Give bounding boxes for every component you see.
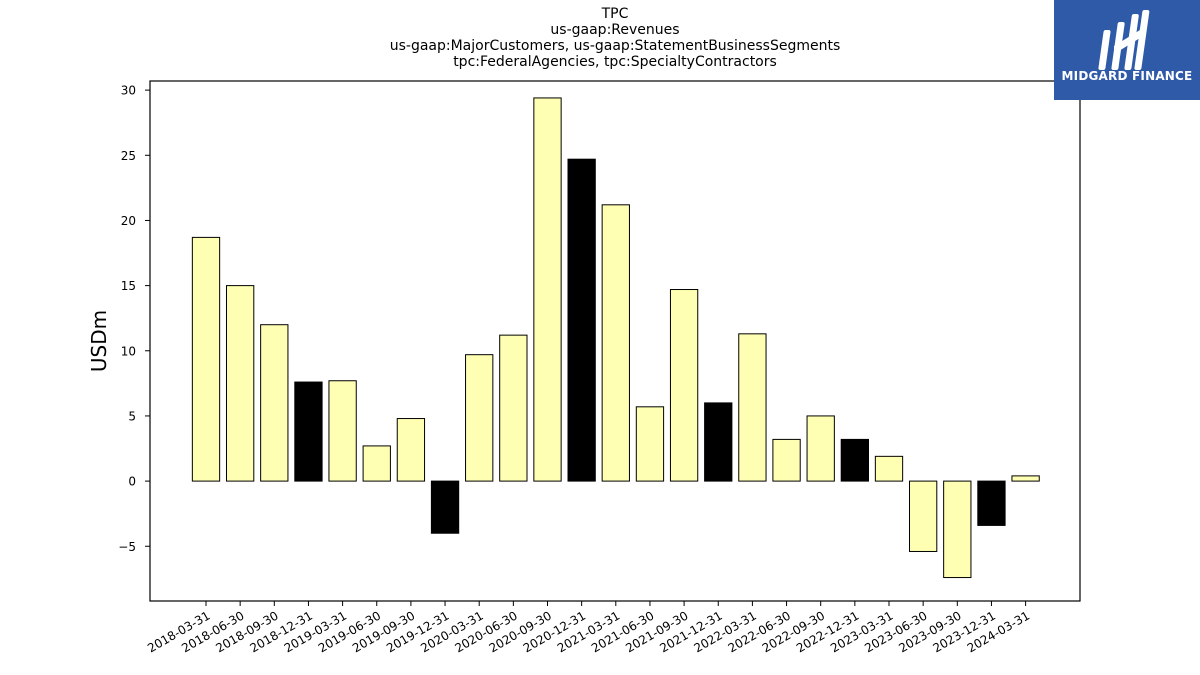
bar-2020-09-30	[533, 97, 562, 482]
bar-2019-03-31	[328, 380, 357, 482]
mf-monogram-icon	[1098, 10, 1150, 70]
y-tick-label: 20	[121, 214, 136, 228]
bar-2024-03-31	[1011, 475, 1040, 482]
y-tick-label: 25	[121, 149, 136, 163]
bar-2023-06-30	[909, 480, 938, 552]
bar-2020-06-30	[499, 334, 528, 482]
bar-2023-03-31	[874, 455, 904, 482]
bar-2022-03-31	[738, 333, 767, 482]
y-tick-label: 15	[121, 279, 136, 293]
y-axis-label: USDm	[87, 310, 111, 372]
bar-2021-06-30	[635, 406, 665, 482]
bar-2018-06-30	[226, 285, 255, 482]
bar-2021-12-31	[704, 402, 733, 482]
chart-title: TPC us-gaap:Revenues us-gaap:MajorCustom…	[0, 6, 1200, 70]
bar-2022-12-31	[840, 438, 870, 482]
title-line-concept: us-gaap:Revenues	[550, 22, 680, 38]
bar-2019-12-31	[430, 480, 460, 534]
y-tick-label: 10	[121, 344, 136, 358]
logo-text: MIDGARD FINANCE	[1061, 69, 1193, 83]
bar-2019-09-30	[396, 418, 426, 482]
bar-2021-09-30	[669, 289, 699, 482]
bar-2020-12-31	[567, 158, 596, 482]
y-tick-label: −5	[118, 540, 136, 554]
bar-2023-12-31	[977, 480, 1006, 526]
x-axis: 2018-03-312018-06-302018-09-302018-12-31…	[145, 601, 1032, 655]
title-line-company: TPC	[601, 6, 629, 22]
y-tick-label: 0	[128, 475, 136, 489]
midgard-finance-logo: MIDGARD FINANCE	[1054, 0, 1200, 100]
y-axis: −5 0 5 10 15 20 25 30	[118, 84, 150, 554]
bar-2022-09-30	[806, 415, 835, 482]
bar-2018-09-30	[260, 324, 289, 482]
plot-frame	[149, 80, 1081, 602]
bar-2019-06-30	[362, 445, 391, 482]
title-line-axes: us-gaap:MajorCustomers, us-gaap:Statemen…	[389, 38, 841, 54]
y-tick-label: 30	[121, 84, 136, 98]
bar-2021-03-31	[601, 204, 630, 482]
y-tick-label: 5	[128, 409, 136, 423]
bar-2020-03-31	[465, 354, 494, 482]
bars-group	[191, 97, 1040, 579]
bar-2018-03-31	[191, 236, 221, 482]
title-line-members: tpc:FederalAgencies, tpc:SpecialtyContra…	[453, 54, 777, 70]
bar-2018-12-31	[294, 381, 323, 482]
bar-2023-09-30	[943, 480, 972, 579]
bar-2022-06-30	[772, 438, 801, 482]
